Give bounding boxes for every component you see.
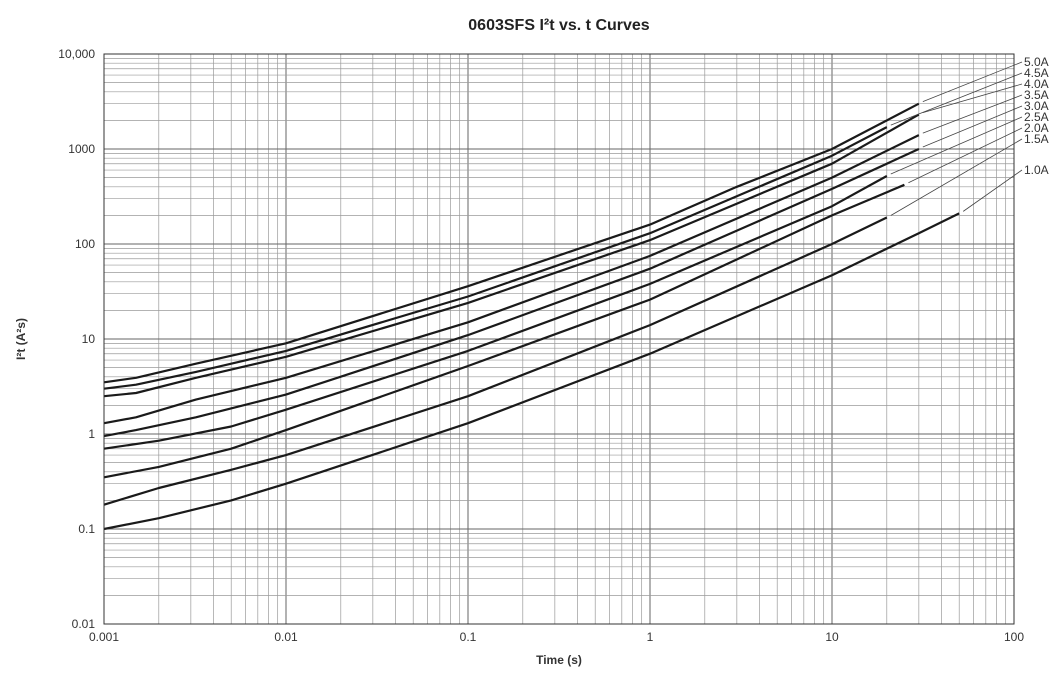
series-label: 4.5A — [1024, 66, 1049, 80]
label-leader — [962, 169, 1023, 212]
series-line — [103, 183, 905, 479]
y-axis-label: I²t (A²s) — [14, 318, 28, 360]
x-axis-label: Time (s) — [536, 653, 582, 667]
y-tick-label: 0.1 — [78, 522, 95, 536]
label-leader — [922, 105, 1023, 148]
series-label: 3.5A — [1024, 88, 1049, 102]
x-tick-label: 0.1 — [460, 630, 477, 644]
label-leader — [922, 83, 1023, 114]
series-label: 4.0A — [1024, 77, 1049, 91]
series-line — [103, 148, 920, 438]
label-leader — [922, 94, 1023, 134]
x-tick-label: 100 — [1004, 630, 1024, 644]
series-line — [103, 212, 960, 531]
grid — [103, 54, 1014, 625]
label-leader — [922, 61, 1023, 103]
series-label: 3.0A — [1024, 99, 1049, 113]
y-tick-label: 100 — [75, 237, 95, 251]
y-tick-labels: 0.01 0.1 1 10 100 1000 10,000 — [58, 47, 95, 631]
label-leader — [890, 72, 1023, 126]
y-tick-label: 10,000 — [58, 47, 95, 61]
series-line — [103, 175, 888, 450]
label-leader — [890, 116, 1023, 175]
y-tick-label: 10 — [82, 332, 96, 346]
x-tick-labels: 0.001 0.01 0.1 1 10 100 — [89, 630, 1024, 644]
series-label: 5.0A — [1024, 55, 1049, 69]
label-leader — [908, 127, 1023, 184]
y-tick-label: 1 — [88, 427, 95, 441]
y-tick-label: 0.01 — [72, 617, 96, 631]
series-label: 2.0A — [1024, 121, 1049, 135]
series-label: 1.0A — [1024, 163, 1049, 177]
series-line — [103, 126, 888, 390]
y-tick-label: 1000 — [68, 142, 95, 156]
series-line — [103, 216, 888, 506]
x-tick-label: 10 — [825, 630, 839, 644]
x-tick-label: 0.01 — [274, 630, 298, 644]
label-leader — [890, 138, 1023, 216]
chart-title: 0603SFS I²t vs. t Curves — [468, 17, 650, 34]
plot-frame — [103, 53, 1015, 625]
series-line — [103, 102, 920, 384]
series-lines — [103, 102, 960, 531]
x-tick-label: 1 — [647, 630, 654, 644]
series-label: 2.5A — [1024, 110, 1049, 124]
series-labels: 5.0A4.5A4.0A3.5A3.0A2.5A2.0A1.5A 1.0A — [890, 55, 1049, 216]
x-tick-label: 0.001 — [89, 630, 119, 644]
series-label: 1.5A — [1024, 132, 1049, 146]
series-line — [103, 134, 920, 425]
series-line — [103, 113, 920, 398]
